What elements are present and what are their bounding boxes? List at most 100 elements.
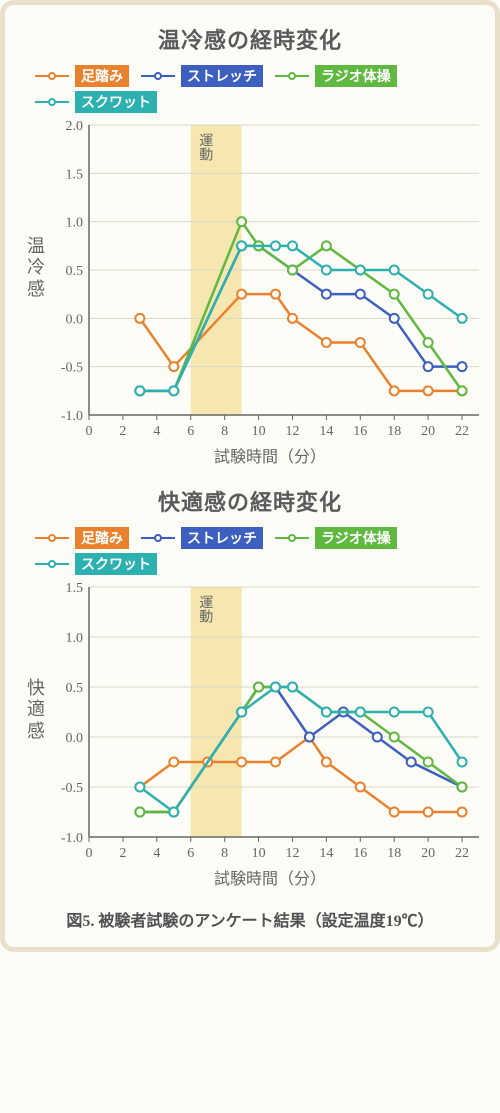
marker-ashibumi [135,314,144,323]
marker-stretch [390,314,399,323]
legend-label: 足踏み [75,527,129,549]
series-radio [140,222,462,391]
chart-thermal: 温冷感の経時変化足踏みストレッチラジオ体操スクワット温冷感運動-1.0-0.50… [23,23,477,467]
x-tick-label: 4 [153,846,160,861]
legend-label: スクワット [75,91,157,113]
x-tick-label: 20 [421,424,435,439]
marker-squat [271,241,280,250]
marker-ashibumi [458,808,467,817]
x-tick-label: 8 [221,424,228,439]
marker-stretch [322,290,331,299]
x-axis-label: 試験時間（分） [63,865,477,889]
legend-label: スクワット [75,553,157,575]
legend-item-radio: ラジオ体操 [275,527,397,549]
series-ashibumi [140,294,462,391]
marker-ashibumi [237,290,246,299]
x-tick-label: 16 [353,846,367,861]
chart-title: 快適感の経時変化 [23,485,477,517]
x-tick-label: 6 [187,424,194,439]
marker-stretch [356,290,365,299]
marker-stretch [373,733,382,742]
figure-caption: 図5. 被験者試験のアンケート結果（設定温度19℃） [23,907,477,931]
exercise-band [191,587,242,837]
x-tick-label: 20 [421,846,435,861]
x-tick-label: 18 [387,424,401,439]
y-tick-label: -1.0 [61,831,83,846]
y-tick-label: 0.5 [66,681,84,696]
marker-squat [135,783,144,792]
marker-squat [356,266,365,275]
marker-ashibumi [271,290,280,299]
x-tick-label: 14 [319,846,333,861]
marker-radio [390,290,399,299]
figure-frame: 温冷感の経時変化足踏みストレッチラジオ体操スクワット温冷感運動-1.0-0.50… [0,0,500,952]
x-tick-label: 6 [187,846,194,861]
y-tick-label: -0.5 [61,781,83,796]
y-tick-label: -0.5 [61,361,83,376]
marker-squat [288,683,297,692]
marker-radio [254,683,263,692]
marker-ashibumi [424,808,433,817]
x-tick-label: 18 [387,846,401,861]
legend-label: ラジオ体操 [315,65,397,87]
x-tick-label: 2 [119,846,126,861]
legend-item-squat: スクワット [35,91,157,113]
marker-ashibumi [288,314,297,323]
legend: 足踏みストレッチラジオ体操スクワット [35,527,477,575]
x-tick-label: 10 [252,846,266,861]
marker-squat [458,314,467,323]
marker-ashibumi [322,338,331,347]
chart-wrap: 温冷感運動-1.0-0.50.00.51.01.52.0024681012141… [27,121,477,441]
marker-ashibumi [390,808,399,817]
marker-squat [322,266,331,275]
series-ashibumi [140,737,462,812]
series-radio [140,687,462,812]
y-tick-label: 1.5 [66,167,84,182]
series-squat [140,687,462,812]
chart-wrap: 快適感運動-1.0-0.50.00.51.01.5024681012141618… [27,583,477,863]
y-tick-label: -1.0 [61,409,83,424]
x-tick-label: 12 [285,424,299,439]
y-axis-label: 温冷感 [27,121,49,415]
y-axis-label: 快適感 [27,583,49,837]
chart-svg: 運動-1.0-0.50.00.51.01.5024681012141618202… [49,583,479,863]
marker-radio [458,783,467,792]
x-tick-label: 22 [455,424,469,439]
marker-squat [356,708,365,717]
x-tick-label: 16 [353,424,367,439]
marker-squat [424,290,433,299]
x-tick-label: 0 [86,424,93,439]
marker-radio [237,217,246,226]
series-stretch [140,687,462,812]
x-tick-label: 0 [86,846,93,861]
chart-comfort: 快適感の経時変化足踏みストレッチラジオ体操スクワット快適感運動-1.0-0.50… [23,485,477,889]
marker-radio [390,733,399,742]
legend-item-ashibumi: 足踏み [35,527,129,549]
marker-ashibumi [271,758,280,767]
legend-item-squat: スクワット [35,553,157,575]
marker-squat [135,386,144,395]
x-tick-label: 12 [285,846,299,861]
marker-stretch [407,758,416,767]
legend-label: 足踏み [75,65,129,87]
x-tick-label: 8 [221,846,228,861]
marker-stretch [458,362,467,371]
legend-label: ストレッチ [181,65,263,87]
chart-svg: 運動-1.0-0.50.00.51.01.52.0024681012141618… [49,121,479,441]
x-axis-label: 試験時間（分） [63,443,477,467]
marker-radio [424,758,433,767]
marker-squat [237,708,246,717]
marker-squat [169,386,178,395]
marker-ashibumi [169,758,178,767]
y-tick-label: 2.0 [66,121,84,134]
exercise-band-label: 運動 [197,133,213,162]
legend-item-radio: ラジオ体操 [275,65,397,87]
marker-ashibumi [322,758,331,767]
y-tick-label: 0.0 [66,731,84,746]
marker-ashibumi [169,362,178,371]
marker-ashibumi [356,783,365,792]
x-tick-label: 2 [119,424,126,439]
marker-radio [288,266,297,275]
charts-container: 温冷感の経時変化足踏みストレッチラジオ体操スクワット温冷感運動-1.0-0.50… [23,23,477,889]
marker-ashibumi [356,338,365,347]
